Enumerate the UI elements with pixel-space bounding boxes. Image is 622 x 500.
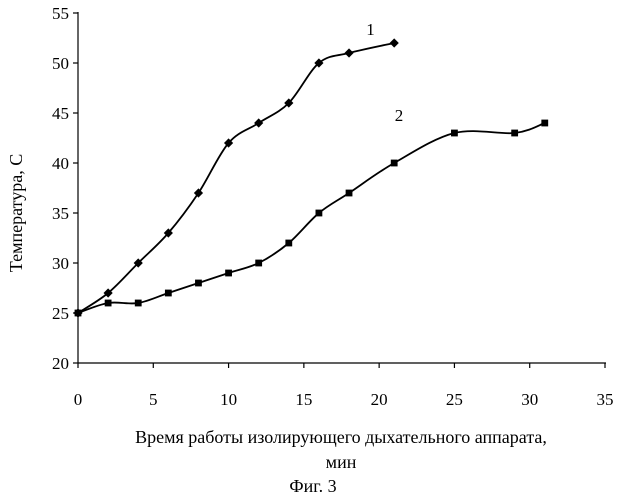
- series-1-point: [254, 118, 263, 127]
- series-2-point: [511, 130, 518, 137]
- series-2-point: [165, 290, 172, 297]
- x-tick-label: 35: [597, 390, 614, 409]
- series-2-point: [255, 260, 262, 267]
- y-tick-label: 25: [52, 304, 69, 323]
- x-axis-title-line1: Время работы изолирующего дыхательного а…: [135, 427, 547, 447]
- series-2-point: [391, 160, 398, 167]
- series-2-point: [285, 240, 292, 247]
- series-2-point: [316, 210, 323, 217]
- y-tick-label: 40: [52, 154, 69, 173]
- y-tick-label: 30: [52, 254, 69, 273]
- series-2-label: 2: [395, 106, 404, 125]
- series-2-point: [225, 270, 232, 277]
- y-tick-label: 50: [52, 54, 69, 73]
- x-tick-label: 30: [521, 390, 538, 409]
- x-tick-label: 5: [149, 390, 158, 409]
- y-tick-label: 20: [52, 354, 69, 373]
- series-group: 12: [73, 20, 548, 318]
- y-tick-label: 45: [52, 104, 69, 123]
- series-1-point: [344, 48, 353, 57]
- series-1-line: [78, 43, 394, 313]
- figure-caption: Фиг. 3: [289, 476, 336, 496]
- y-tick-label: 55: [52, 4, 69, 23]
- series-1-label: 1: [366, 20, 375, 39]
- y-axis-title: Температура, С: [6, 154, 26, 272]
- series-2-line: [78, 123, 545, 313]
- x-axis-ticks: 0 5 10 15 20 25 30 35: [74, 363, 614, 409]
- series-2-point: [541, 120, 548, 127]
- series-2-point: [135, 300, 142, 307]
- series-2-point: [75, 310, 82, 317]
- series-2-point: [451, 130, 458, 137]
- y-axis-ticks: 20 25 30 35 40 45 50 55: [52, 4, 78, 373]
- x-tick-label: 25: [446, 390, 463, 409]
- series-2-point: [195, 280, 202, 287]
- x-tick-label: 20: [371, 390, 388, 409]
- series-1-point: [390, 38, 399, 47]
- x-tick-label: 15: [295, 390, 312, 409]
- series-2-point: [105, 300, 112, 307]
- x-tick-label: 10: [220, 390, 237, 409]
- series-2-point: [346, 190, 353, 197]
- x-tick-label: 0: [74, 390, 83, 409]
- y-tick-label: 35: [52, 204, 69, 223]
- x-axis-title-line2: мин: [326, 452, 357, 472]
